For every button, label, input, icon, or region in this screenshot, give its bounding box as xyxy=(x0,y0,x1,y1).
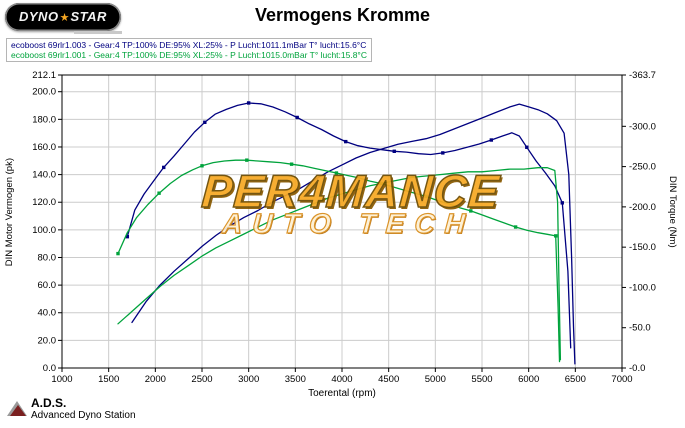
y-right-tick-label: -200.0 xyxy=(629,202,656,213)
x-tick-label: 2500 xyxy=(191,374,212,385)
series-marker-run2-torque xyxy=(379,181,383,186)
x-tick-label: 5000 xyxy=(425,374,446,385)
series-marker-run1-torque xyxy=(489,138,494,142)
x-tick-label: 1500 xyxy=(98,374,119,385)
plot-border xyxy=(61,74,623,369)
series-marker-run2-torque xyxy=(289,162,294,166)
series-marker-run1-torque xyxy=(441,151,445,155)
y-left-tick-label: 0.0 xyxy=(43,363,56,374)
y-left-tick-label: 120.0 xyxy=(32,197,56,208)
x-tick-label: 7000 xyxy=(611,374,632,385)
y-right-tick-label: -250.0 xyxy=(629,162,656,173)
x-tick-label: 2000 xyxy=(145,374,166,385)
ads-logo-icon xyxy=(7,401,27,416)
x-tick-label: 4500 xyxy=(378,374,399,385)
footer-brand-name: A.D.S. xyxy=(31,396,67,410)
y-left-tick-label: 160.0 xyxy=(32,142,56,153)
logo-subtext xyxy=(74,31,122,34)
y-right-tick-label: -100.0 xyxy=(629,282,656,293)
y-left-tick-label: 212.1 xyxy=(32,70,56,81)
page-title: Vermogens Kromme xyxy=(254,5,431,25)
y-left-tick-label: 200.0 xyxy=(32,87,56,98)
y-left-tick-label: 40.0 xyxy=(38,308,57,319)
y-axis-label-right: DIN Torque (Nm) xyxy=(667,176,678,248)
y-axis-label-left: DIN Motor Vermogen (pk) xyxy=(4,158,15,267)
x-tick-label: 1000 xyxy=(51,374,72,385)
series-marker-run2-torque xyxy=(554,234,558,238)
series-marker-run1-torque xyxy=(203,120,207,124)
series-marker-run1-torque xyxy=(162,165,166,170)
x-tick-label: 3500 xyxy=(285,374,306,385)
series-marker-run1-torque xyxy=(392,149,396,153)
series-marker-run2-torque xyxy=(245,158,249,162)
series-run1-torque xyxy=(126,102,572,349)
legend-run-1: ecoboost 69rlr1.003 - Gear:4 TP:100% DE:… xyxy=(11,40,367,50)
footer-brand: A.D.S. Advanced Dyno Station xyxy=(31,396,136,422)
y-right-tick-label: -0.0 xyxy=(629,363,645,374)
series-marker-run2-torque xyxy=(424,194,428,199)
y-left-tick-label: 60.0 xyxy=(38,280,57,291)
series-marker-run1-torque xyxy=(560,201,564,205)
x-tick-label: 4000 xyxy=(331,374,352,385)
series-marker-run2-torque xyxy=(469,209,473,213)
series-run1-power xyxy=(131,103,576,365)
y-left-tick-label: 80.0 xyxy=(38,252,57,263)
logo-text-dyno: DYNO xyxy=(19,9,59,24)
y-right-tick-label: -150.0 xyxy=(629,242,656,253)
y-left-tick-label: 140.0 xyxy=(32,170,56,181)
dynostar-logo: DYNO★STAR xyxy=(5,3,121,31)
y-right-tick-label: -363.7 xyxy=(629,70,656,81)
series-marker-run2-torque xyxy=(200,164,204,168)
logo-text-star: STAR xyxy=(70,9,107,24)
legend: ecoboost 69rlr1.003 - Gear:4 TP:100% DE:… xyxy=(6,38,372,62)
x-axis-label: Toerental (rpm) xyxy=(308,388,376,399)
y-left-tick-label: 20.0 xyxy=(38,335,57,346)
x-tick-label: 6500 xyxy=(565,374,586,385)
series-marker-run2-torque xyxy=(513,225,518,229)
y-right-tick-label: -50.0 xyxy=(629,323,651,334)
series-marker-run1-torque xyxy=(246,101,251,105)
y-right-tick-label: -300.0 xyxy=(629,121,656,132)
x-tick-label: 3000 xyxy=(238,374,259,385)
series-marker-run2-torque xyxy=(116,251,120,256)
series-marker-run1-torque xyxy=(295,115,299,120)
footer-brand-subtitle: Advanced Dyno Station xyxy=(31,410,136,422)
series-run2-power xyxy=(117,167,562,361)
series-marker-run1-torque xyxy=(525,145,529,149)
series-marker-run1-torque xyxy=(344,139,348,144)
series-marker-run1-torque xyxy=(125,234,130,239)
series-marker-run2-torque xyxy=(157,191,161,195)
x-tick-label: 5500 xyxy=(471,374,492,385)
legend-run-2: ecoboost 69rlr1.001 - Gear:4 TP:100% DE:… xyxy=(11,50,367,60)
series-run2-torque xyxy=(117,159,561,363)
y-left-tick-label: 100.0 xyxy=(32,225,56,236)
y-left-tick-label: 180.0 xyxy=(32,114,56,125)
star-icon: ★ xyxy=(59,12,70,24)
x-tick-label: 6000 xyxy=(518,374,539,385)
series-marker-run2-torque xyxy=(334,171,339,175)
